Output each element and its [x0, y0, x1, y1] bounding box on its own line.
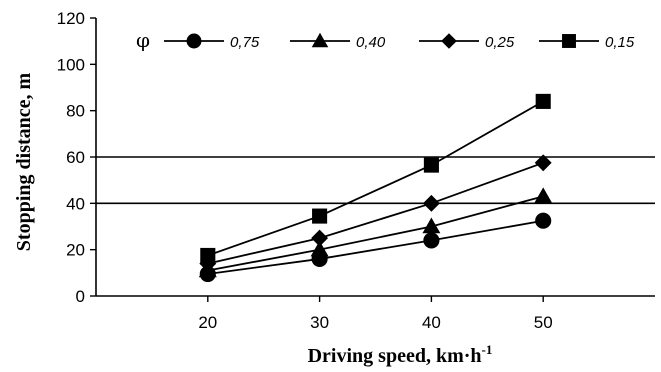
legend-title: φ [136, 28, 150, 52]
data-point [422, 194, 440, 212]
legend-label: 0,75 [230, 34, 260, 51]
legend-entry: 0,75 [164, 33, 260, 51]
series-triangle [198, 187, 553, 278]
data-point [535, 93, 551, 109]
data-point [441, 33, 457, 49]
y-tick-label: 40 [66, 194, 85, 213]
grid-layer [96, 156, 655, 205]
y-tick-label: 60 [66, 148, 85, 167]
series-line [207, 161, 544, 265]
data-point [535, 212, 552, 229]
y-tick-label: 0 [76, 287, 85, 306]
series-circle [199, 212, 552, 283]
legend-entry: 0,25 [419, 33, 515, 51]
data-point [423, 232, 440, 249]
data-point [423, 157, 439, 173]
data-point [312, 208, 328, 224]
data-point [311, 229, 329, 247]
legend-label: 0,40 [356, 34, 386, 51]
x-axis-title: Driving speed, km·h-1 [308, 342, 493, 367]
data-point [186, 33, 202, 49]
data-point [534, 154, 552, 172]
data-point [310, 240, 329, 257]
series-layer [198, 93, 553, 283]
y-tick-label: 20 [66, 241, 85, 260]
legend-entry: 0,15 [539, 34, 635, 51]
data-point [311, 32, 329, 48]
series-line [207, 219, 544, 275]
series-diamond [199, 154, 552, 273]
series-line [207, 195, 544, 272]
x-tick-label: 30 [310, 313, 329, 332]
series-square [200, 93, 551, 263]
y-axis-title: Stopping distance, m [13, 72, 35, 251]
x-tick-label: 20 [198, 313, 217, 332]
axes-layer: 0 20 40 60 80 100 120 20 30 40 50 [57, 9, 655, 332]
x-axis-title-superscript: -1 [482, 342, 493, 357]
data-point [422, 217, 441, 234]
data-point [200, 247, 216, 263]
x-axis-title-text: Driving speed, km·h [308, 345, 482, 367]
y-tick-label: 120 [57, 9, 85, 28]
y-tick-label: 100 [57, 55, 85, 74]
legend-label: 0,25 [485, 34, 515, 51]
x-tick-label: 40 [422, 313, 441, 332]
data-point [534, 187, 553, 204]
y-tick-label: 80 [66, 102, 85, 121]
legend-label: 0,15 [605, 34, 635, 51]
data-point [562, 34, 576, 48]
series-line [207, 100, 544, 257]
legend: φ 0,75 0,40 0,25 0,15 [136, 28, 635, 52]
legend-entry: 0,40 [290, 32, 386, 51]
x-tick-label: 50 [534, 313, 553, 332]
